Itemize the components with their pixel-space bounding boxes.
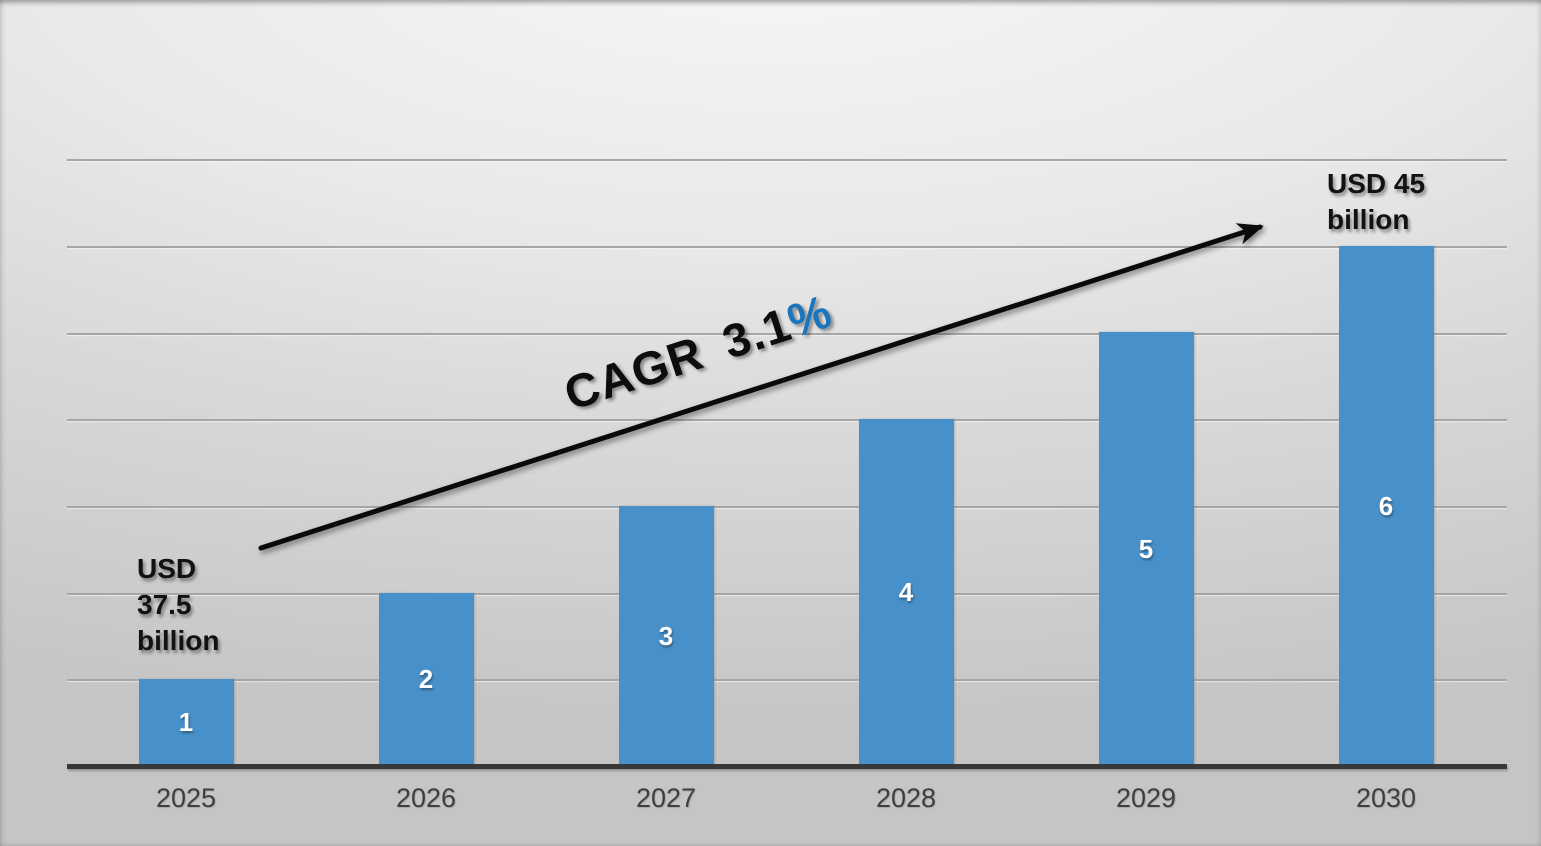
bar-value-label: 3 — [658, 620, 674, 651]
start-value-annotation: USD 37.5 billion — [137, 553, 220, 656]
bar-value-label: 2 — [418, 664, 434, 694]
x-axis-label-2030: 2030 — [1355, 783, 1417, 813]
gridline — [67, 159, 1507, 161]
bar-2027: 3 — [618, 506, 714, 766]
gridline — [67, 246, 1507, 248]
gridline — [67, 419, 1507, 421]
x-axis-line — [67, 764, 1507, 769]
x-axis-label-2025: 2025 — [155, 783, 217, 813]
x-axis-label-2028: 2028 — [875, 783, 937, 813]
gridline — [67, 593, 1507, 595]
bar-2025: 1 — [138, 679, 234, 766]
bar-2030: 6 — [1338, 246, 1434, 766]
x-axis-label-2029: 2029 — [1115, 783, 1177, 813]
x-axis-label-2026: 2026 — [395, 783, 457, 813]
bar-2029: 5 — [1098, 332, 1194, 766]
end-value-annotation: USD 45 billion — [1327, 168, 1426, 235]
gridline — [67, 506, 1507, 508]
bar-value-label: 1 — [178, 707, 194, 737]
bar-2028: 4 — [858, 419, 954, 766]
gridline — [67, 679, 1507, 681]
bar-2026: 2 — [378, 593, 474, 766]
bar-value-label: 5 — [1138, 533, 1154, 564]
bar-value-label: 4 — [898, 577, 914, 607]
gridline — [67, 333, 1507, 335]
x-axis-label-2027: 2027 — [635, 783, 697, 813]
bar-value-label: 6 — [1378, 490, 1394, 521]
